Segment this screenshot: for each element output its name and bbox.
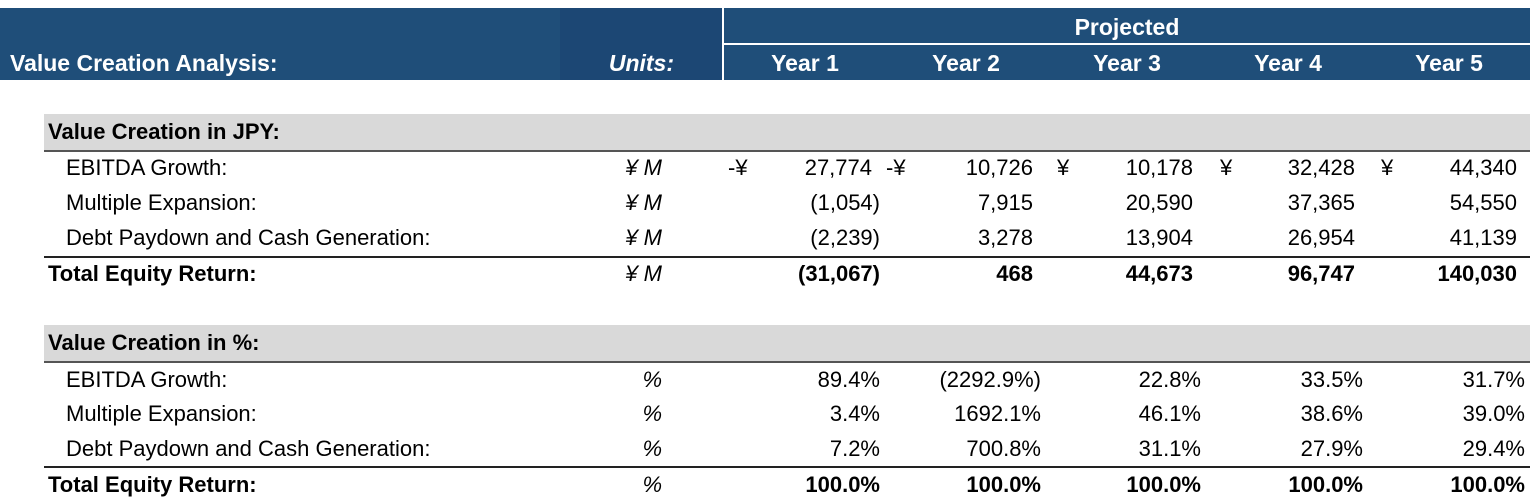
- currency-prefix-y1: -¥: [728, 155, 748, 180]
- unit-ebitda-growth-pct: %: [642, 367, 662, 392]
- row-label-ebitda-growth-pct: EBITDA Growth:: [66, 367, 228, 392]
- total-cell-value: 100.0%: [805, 472, 880, 497]
- cell-value: 38.6%: [1300, 401, 1363, 426]
- cell-value: 3,278: [977, 225, 1033, 250]
- year-1-header: Year 1: [771, 50, 839, 76]
- row-label-multiple-expansion-jpy: Multiple Expansion:: [66, 190, 257, 215]
- total-cell-value: 140,030: [1437, 261, 1517, 286]
- projected-group-header: Projected: [1074, 14, 1180, 40]
- total-rule-pct: [44, 466, 1530, 468]
- cell-value: 29.4%: [1462, 436, 1525, 461]
- currency-prefix-y3: ¥: [1057, 155, 1070, 180]
- cell-value: 41,139: [1449, 225, 1517, 250]
- total-cell-value: 100.0%: [1450, 472, 1525, 497]
- currency-prefix-y5: ¥: [1381, 155, 1394, 180]
- cell-value: 31.1%: [1138, 436, 1201, 461]
- currency-prefix-y4: ¥: [1220, 155, 1233, 180]
- unit-debt-paydown-jpy: ¥ M: [625, 225, 662, 250]
- total-cell-value: 44,673: [1125, 261, 1193, 286]
- total-cell-value: 100.0%: [966, 472, 1041, 497]
- cell-value: 10,178: [1125, 155, 1193, 180]
- cell-value: 7.2%: [829, 436, 880, 461]
- row-label-ebitda-growth-jpy: EBITDA Growth:: [66, 155, 228, 180]
- cell-value: 3.4%: [829, 401, 880, 426]
- section-title-jpy: Value Creation in JPY:: [48, 119, 280, 144]
- cell-value: 700.8%: [966, 436, 1041, 461]
- unit-debt-paydown-pct: %: [642, 436, 662, 461]
- total-cell-value: 100.0%: [1126, 472, 1201, 497]
- unit-total-pct: %: [642, 472, 662, 497]
- cell-value: 20,590: [1125, 190, 1193, 215]
- cell-value: 26,954: [1287, 225, 1355, 250]
- section-title-pct: Value Creation in %:: [48, 330, 260, 355]
- section-band-pct: Value Creation in %:: [44, 325, 1530, 363]
- total-cell-value: (31,067): [798, 261, 880, 286]
- cell-value: 33.5%: [1300, 367, 1363, 392]
- currency-prefix-y2: -¥: [886, 155, 906, 180]
- unit-multiple-expansion-jpy: ¥ M: [625, 190, 662, 215]
- row-label-debt-paydown-pct: Debt Paydown and Cash Generation:: [66, 436, 431, 461]
- row-label-total-equity-return-pct: Total Equity Return:: [48, 472, 257, 497]
- unit-total-jpy: ¥ M: [625, 261, 662, 286]
- year-2-header: Year 2: [932, 50, 1000, 76]
- cell-value: 1692.1%: [954, 401, 1041, 426]
- total-rule-jpy: [44, 256, 1530, 258]
- year-3-header: Year 3: [1093, 50, 1161, 76]
- cell-value: 31.7%: [1462, 367, 1525, 392]
- total-cell-value: 468: [996, 261, 1033, 286]
- cell-value: 89.4%: [817, 367, 880, 392]
- total-cell-value: 100.0%: [1288, 472, 1363, 497]
- cell-value: 27.9%: [1300, 436, 1363, 461]
- cell-value: 32,428: [1287, 155, 1355, 180]
- cell-value: 13,904: [1125, 225, 1193, 250]
- total-cell-value: 96,747: [1287, 261, 1355, 286]
- cell-value: 39.0%: [1462, 401, 1525, 426]
- header-bar-left: [0, 8, 560, 80]
- cell-value: 27,774: [804, 155, 872, 180]
- header-units-cell: [560, 8, 722, 80]
- year-5-header: Year 5: [1415, 50, 1483, 76]
- cell-value: 10,726: [965, 155, 1033, 180]
- cell-value: 22.8%: [1138, 367, 1201, 392]
- unit-multiple-expansion-pct: %: [642, 401, 662, 426]
- cell-value: 46.1%: [1138, 401, 1201, 426]
- unit-ebitda-growth-jpy: ¥ M: [625, 155, 662, 180]
- cell-value: 37,365: [1287, 190, 1355, 215]
- row-label-total-equity-return-jpy: Total Equity Return:: [48, 261, 257, 286]
- section-band-jpy: Value Creation in JPY:: [44, 114, 1530, 152]
- row-label-multiple-expansion-pct: Multiple Expansion:: [66, 401, 257, 426]
- cell-value: (1,054): [810, 190, 880, 215]
- cell-value: (2292.9%): [939, 367, 1041, 392]
- row-label-debt-paydown-jpy: Debt Paydown and Cash Generation:: [66, 225, 431, 250]
- units-column-header: Units:: [608, 50, 674, 76]
- cell-value: 44,340: [1449, 155, 1517, 180]
- header-divider-vertical: [722, 8, 724, 80]
- table-title: Value Creation Analysis:: [10, 50, 278, 76]
- cell-value: (2,239): [810, 225, 880, 250]
- cell-value: 54,550: [1449, 190, 1517, 215]
- header-divider-horizontal: [724, 43, 1530, 45]
- year-4-header: Year 4: [1254, 50, 1322, 76]
- cell-value: 7,915: [977, 190, 1033, 215]
